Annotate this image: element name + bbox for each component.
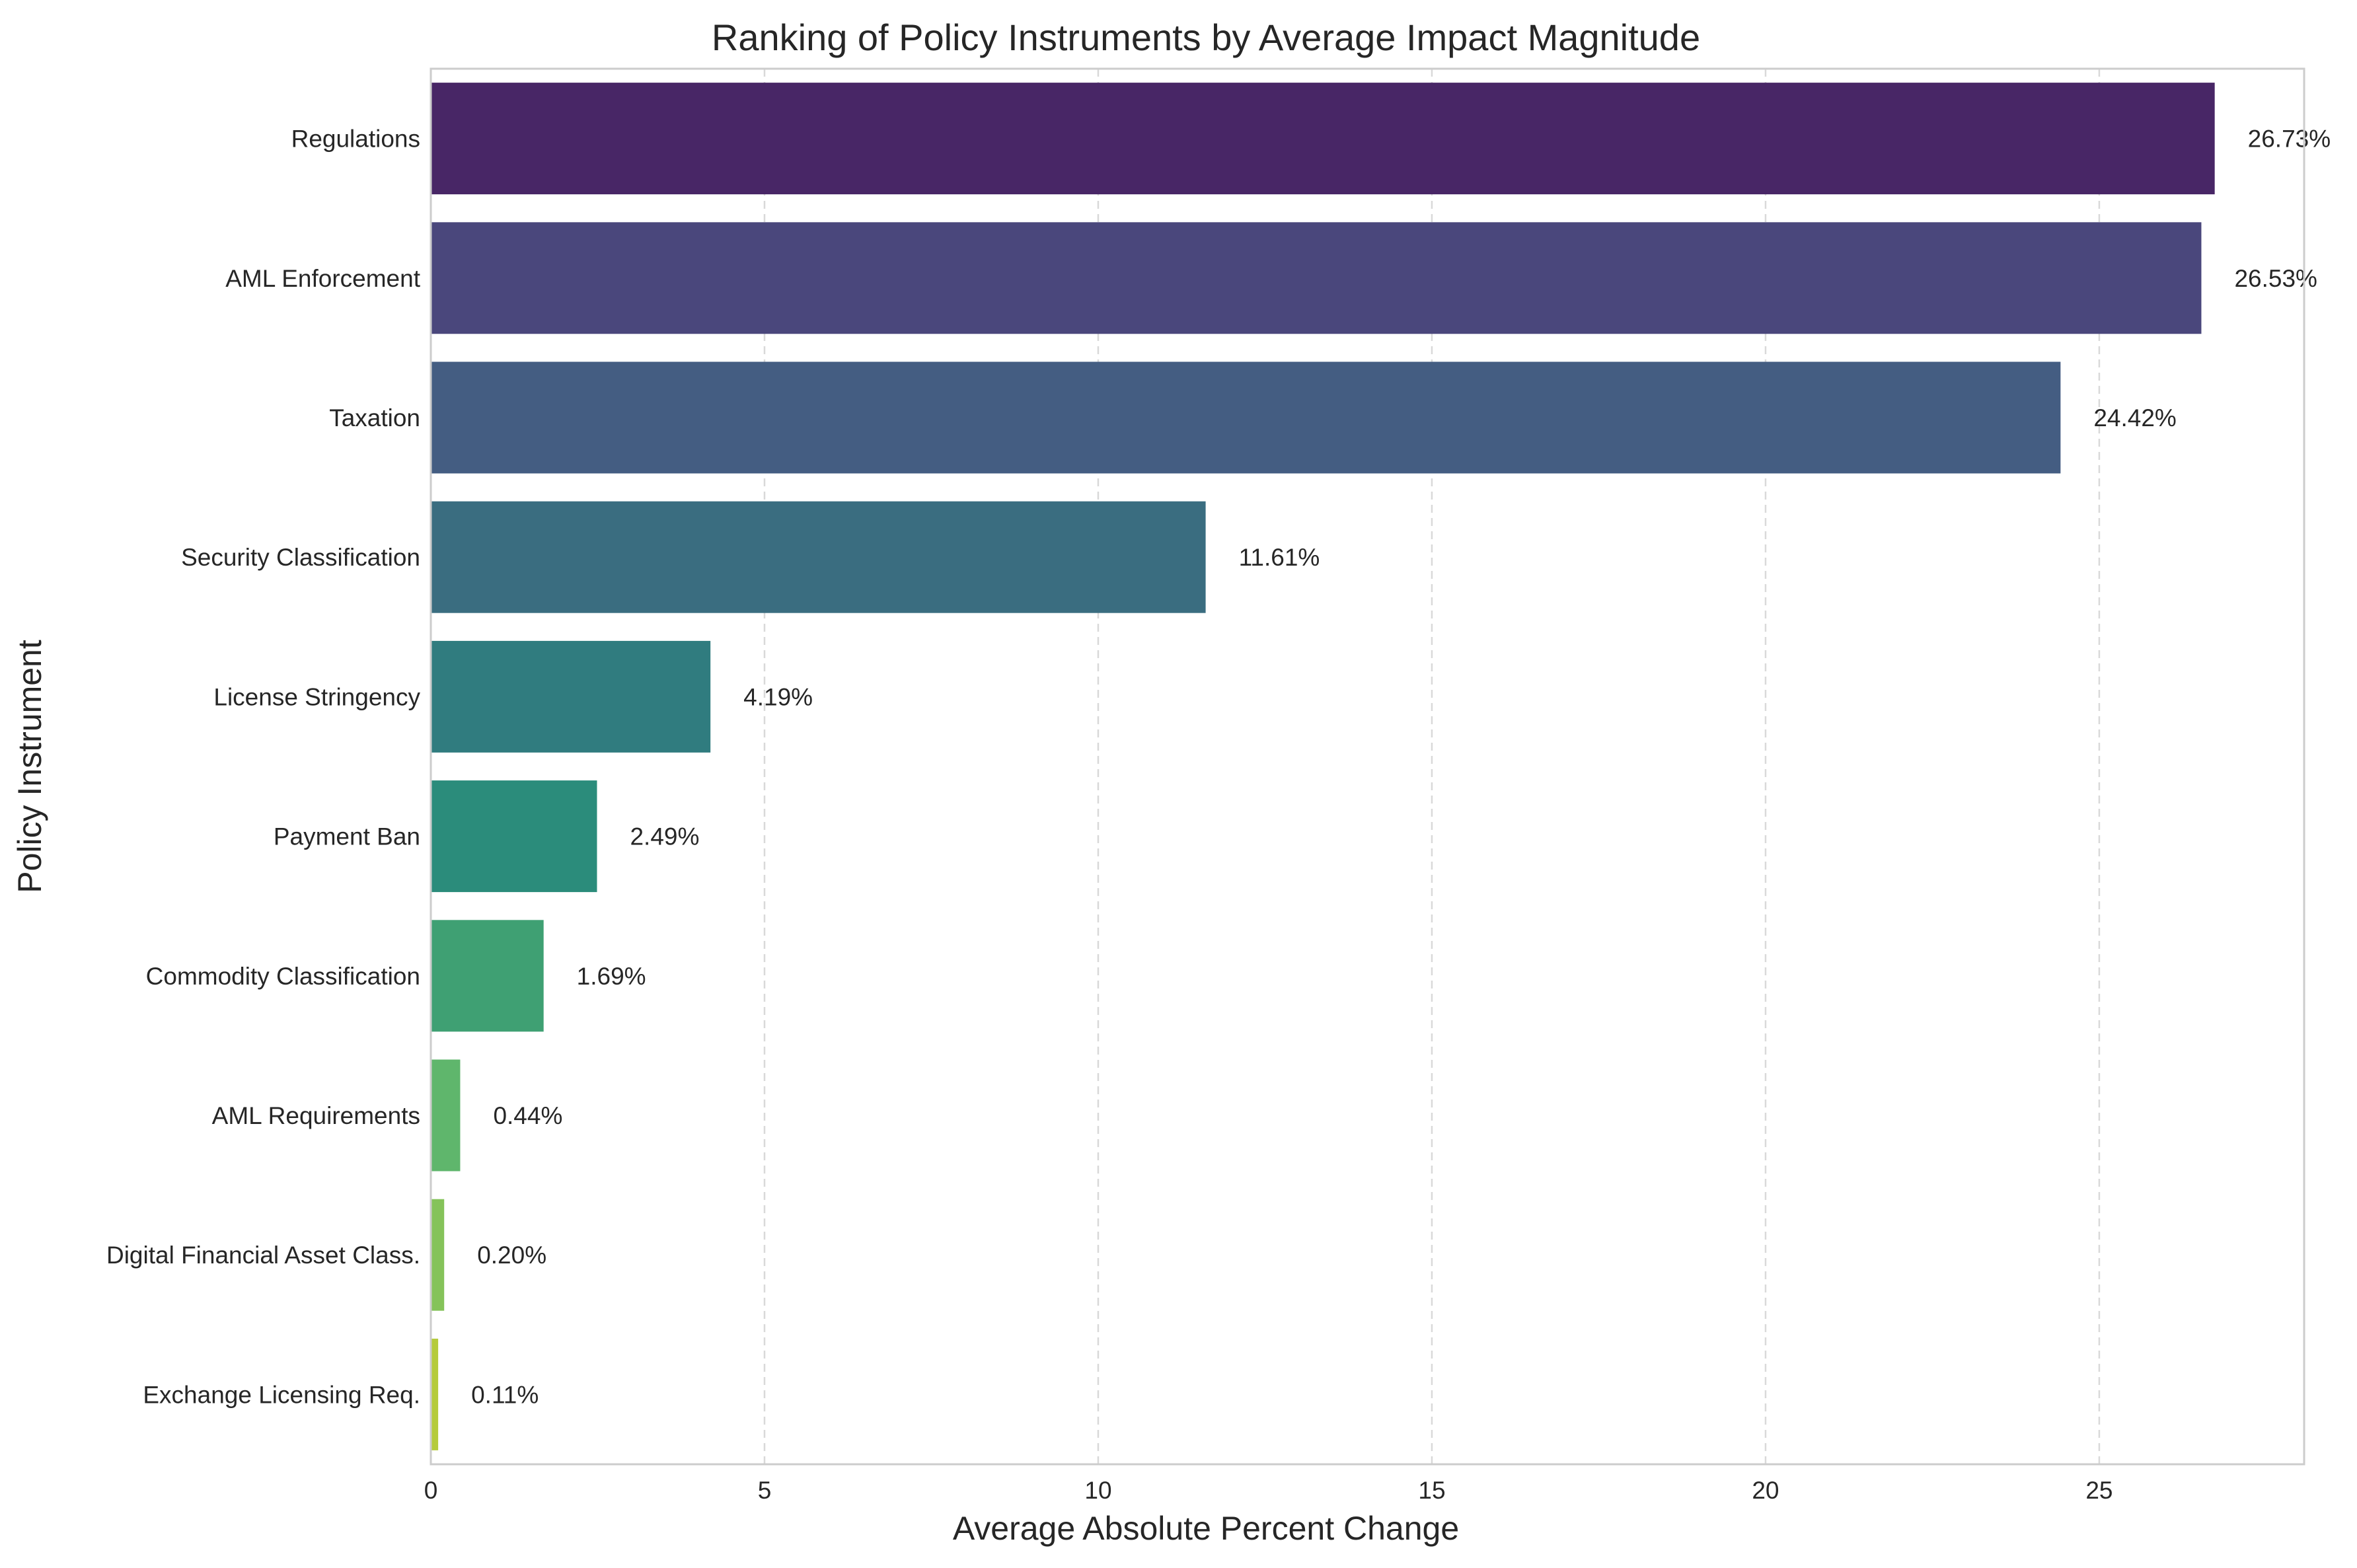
y-tick-label: Regulations <box>291 126 420 153</box>
x-tick-label: 0 <box>424 1477 438 1504</box>
bar <box>431 361 2061 474</box>
x-tick-label: 25 <box>2085 1477 2113 1504</box>
bar <box>431 920 544 1032</box>
bar <box>431 222 2202 334</box>
bar-value-label: 24.42% <box>2093 404 2177 431</box>
plot-frame <box>430 67 2305 1466</box>
bar-value-label: 26.73% <box>2248 126 2331 153</box>
y-tick-label: License Stringency <box>213 683 420 710</box>
bar-value-label: 0.44% <box>493 1102 562 1129</box>
x-tick-label: 15 <box>1418 1477 1445 1504</box>
bar-value-label: 4.19% <box>743 683 813 710</box>
value-labels: 26.73%26.53%24.42%11.61%4.19%2.49%1.69%0… <box>471 126 2331 1409</box>
x-tick-label: 20 <box>1752 1477 1779 1504</box>
y-tick-labels: Regulations AML Enforcement Taxation Securi… <box>106 126 421 1409</box>
bar-value-label: 2.49% <box>630 823 699 850</box>
y-tick-label: Exchange Licensing Req. <box>143 1381 420 1408</box>
bar <box>431 83 2215 195</box>
bar-value-label: 11.61% <box>1239 544 1320 571</box>
bar-value-label: 0.11% <box>471 1381 539 1408</box>
y-axis-label: Policy Instrument <box>11 640 48 893</box>
bar <box>431 1059 461 1172</box>
y-tick-label: Security Classification <box>181 544 420 571</box>
y-tick-label: AML Requirements <box>212 1102 420 1129</box>
bar <box>431 1199 445 1311</box>
bar <box>431 1338 439 1450</box>
bars <box>431 83 2215 1450</box>
bar-value-label: 1.69% <box>577 963 646 990</box>
x-tick-label: 10 <box>1084 1477 1111 1504</box>
bar <box>431 501 1206 613</box>
x-axis-label: Average Absolute Percent Change <box>953 1510 1459 1547</box>
chart-title: Ranking of Policy Instruments by Average… <box>712 17 1700 58</box>
y-tick-label: Payment Ban <box>274 823 420 850</box>
y-tick-label: AML Enforcement <box>225 265 420 292</box>
y-tick-label: Taxation <box>329 404 420 431</box>
bar <box>431 640 711 753</box>
x-tick-label: 5 <box>758 1477 772 1504</box>
y-tick-label: Digital Financial Asset Class. <box>106 1242 420 1269</box>
bar <box>431 780 597 893</box>
bar-value-label: 0.20% <box>477 1242 546 1269</box>
y-tick-label: Commodity Classification <box>146 963 420 990</box>
x-tick-labels: 0 5 10 15 20 25 <box>424 1477 2113 1504</box>
